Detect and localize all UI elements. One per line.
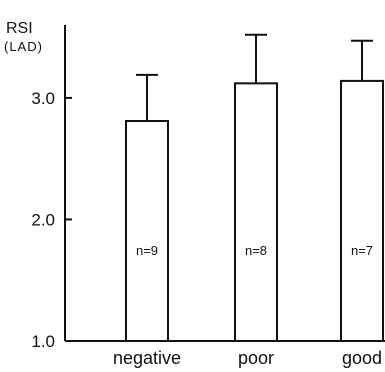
sample-size-label: n=7: [351, 243, 373, 258]
bars-group: [125, 33, 384, 343]
y-tick-label: 1.0: [31, 332, 55, 351]
category-label: negative: [113, 348, 181, 368]
y-axis-unit-label: (LAD): [4, 39, 43, 54]
sample-size-label: n=9: [136, 243, 158, 258]
sample-size-label: n=8: [245, 243, 267, 258]
labels-group: n=9 negative n=8 poor n=7 good: [113, 243, 382, 368]
category-label: good: [342, 348, 382, 368]
bar: [234, 82, 278, 342]
y-tick-label: 2.0: [31, 210, 55, 229]
bar: [125, 120, 169, 342]
category-label: poor: [238, 348, 274, 368]
y-tick-label: 3.0: [31, 89, 55, 108]
axes: 1.0 2.0 3.0: [31, 25, 385, 351]
bar: [340, 79, 384, 343]
y-axis-label: RSI: [6, 20, 33, 37]
